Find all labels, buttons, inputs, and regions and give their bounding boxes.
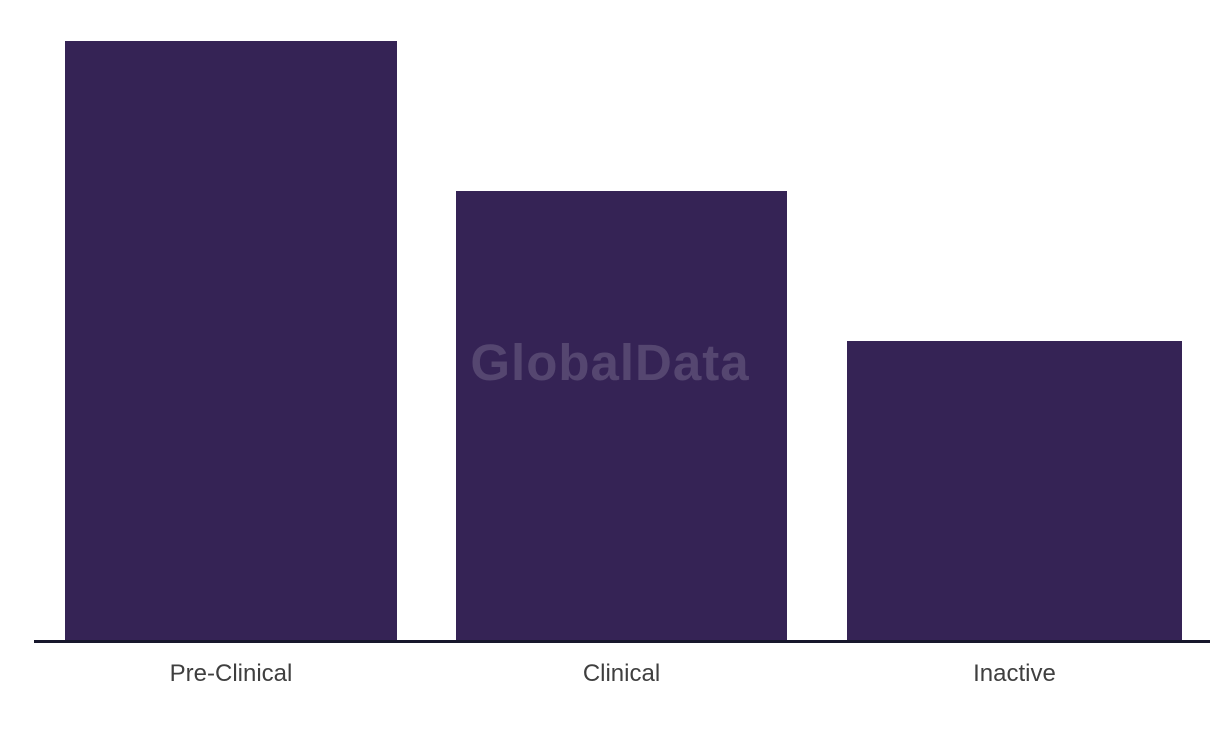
x-tick-label-inactive: Inactive bbox=[973, 660, 1056, 687]
bar-clinical bbox=[456, 191, 787, 641]
bar-inactive bbox=[847, 341, 1182, 641]
bar-pre-clinical bbox=[65, 41, 397, 641]
x-tick-label-clinical: Clinical bbox=[582, 660, 661, 687]
x-axis-line bbox=[34, 640, 1210, 643]
x-tick-label-pre-clinical: Pre-Clinical bbox=[169, 660, 293, 687]
plot-area: GlobalData bbox=[34, 41, 1210, 643]
x-axis-tick-labels: Pre-Clinical Clinical Inactive bbox=[0, 658, 1220, 698]
